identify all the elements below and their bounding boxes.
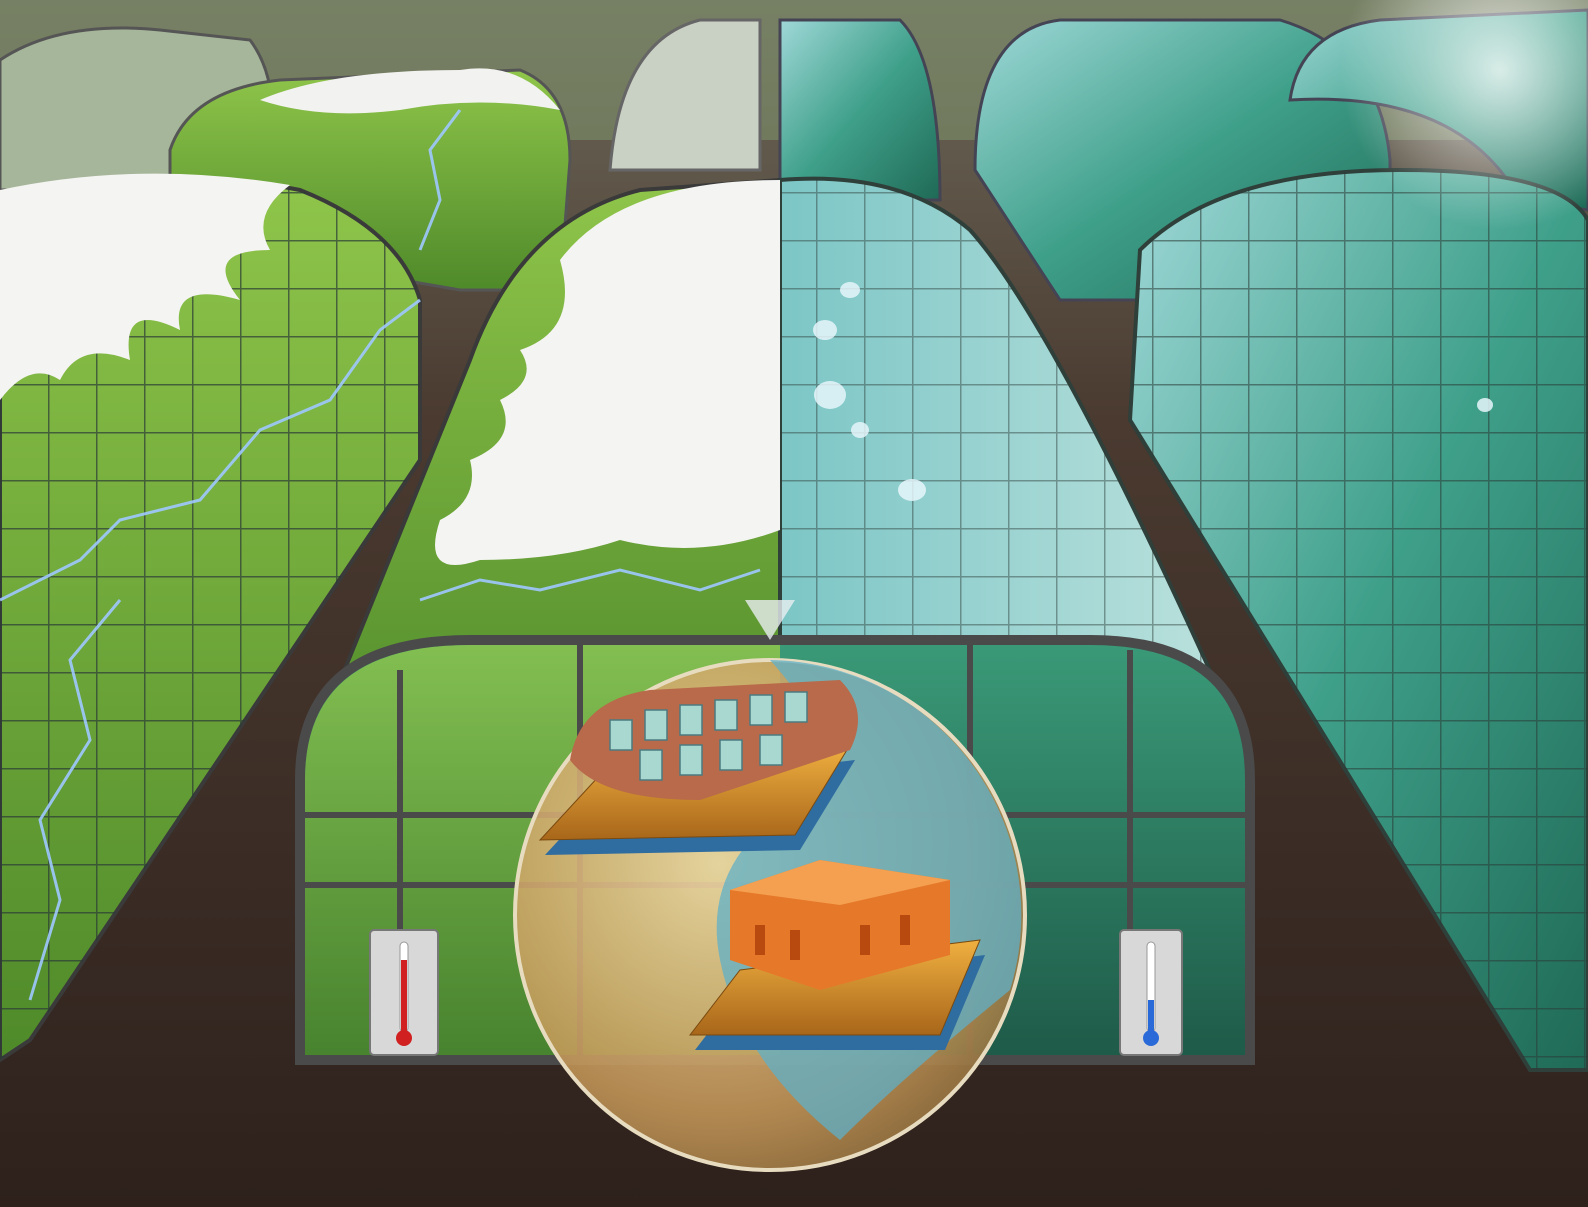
bubble-pointer <box>745 600 795 640</box>
micro-pillars <box>609 691 808 781</box>
drop <box>840 282 860 298</box>
pillar <box>714 699 738 731</box>
thermometer-cold <box>1119 929 1183 1056</box>
thermometer-bulb <box>1143 1030 1159 1046</box>
thermometer-hot <box>369 929 439 1056</box>
thermometer-mercury <box>401 960 407 1035</box>
pore <box>790 930 800 960</box>
drop <box>814 381 846 409</box>
lightning <box>0 109 761 1001</box>
magnifier-bubble <box>513 600 1027 1172</box>
lightning-bolt <box>0 298 421 602</box>
thermometer-mercury <box>1148 1000 1154 1035</box>
drop <box>851 422 869 438</box>
lightning-bolt <box>418 109 462 251</box>
greenhouse-frame <box>0 177 420 1061</box>
lightning-bolt <box>419 568 761 602</box>
pillar <box>679 704 703 736</box>
drop <box>1477 398 1493 412</box>
pillar <box>644 709 668 741</box>
far-greenhouse <box>778 18 942 202</box>
snow <box>435 180 780 565</box>
pillar <box>784 691 808 723</box>
drop <box>898 479 926 501</box>
pillar <box>749 694 773 726</box>
greenhouse-frame <box>1130 170 1588 1070</box>
water-drops <box>813 282 1493 501</box>
greenhouse-frame <box>780 178 1250 761</box>
pillar <box>639 749 663 781</box>
film-pores <box>755 915 910 960</box>
pillar <box>719 739 743 771</box>
pillar <box>609 719 633 751</box>
pore <box>755 925 765 955</box>
sun-glare <box>1340 0 1588 230</box>
lightning-bolt <box>28 599 122 1001</box>
drop <box>813 320 837 340</box>
pore <box>900 915 910 945</box>
snow <box>0 173 290 400</box>
pillar <box>759 734 783 766</box>
orange-film-top <box>730 860 950 905</box>
pillar <box>679 744 703 776</box>
far-greenhouse <box>608 18 762 172</box>
pore <box>860 925 870 955</box>
thermometer-bulb <box>396 1030 412 1046</box>
snow <box>260 68 560 114</box>
